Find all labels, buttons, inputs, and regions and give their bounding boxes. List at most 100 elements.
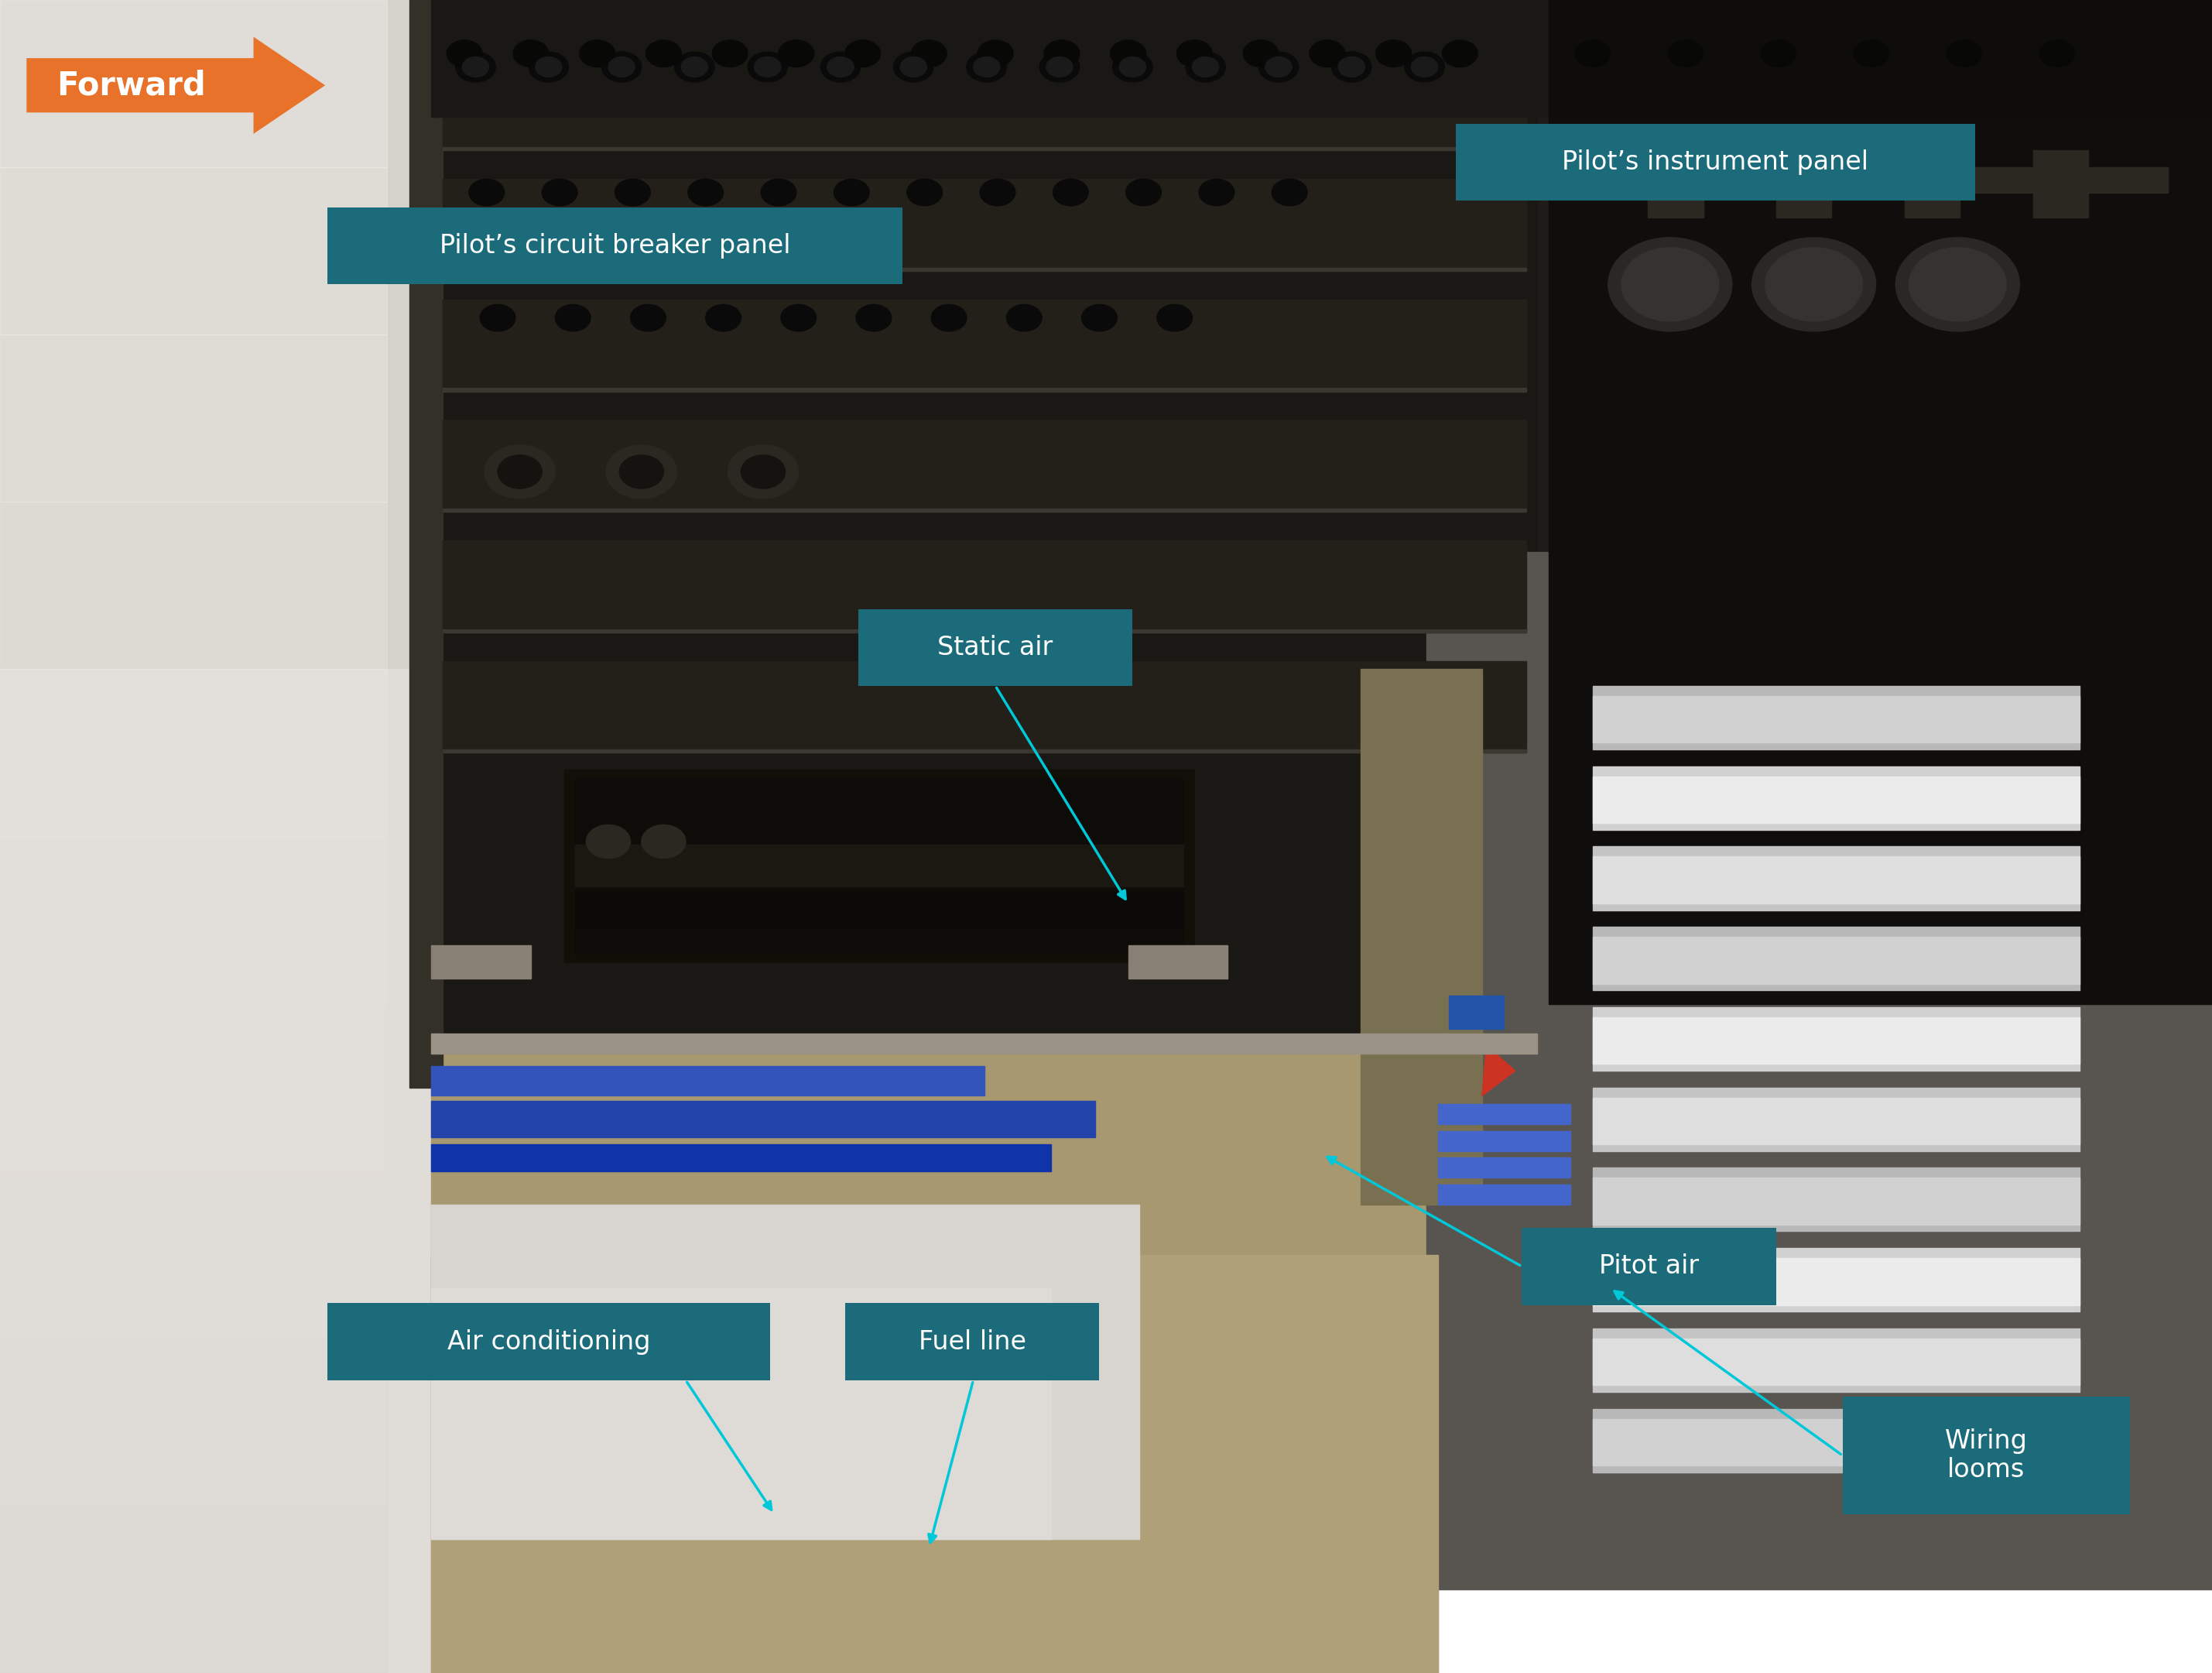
Bar [1593,686,2079,750]
Circle shape [1243,40,1279,67]
Bar [431,945,531,979]
Circle shape [1044,40,1079,67]
Circle shape [1119,57,1146,77]
Circle shape [781,304,816,331]
Circle shape [555,304,591,331]
Bar [442,147,1526,151]
Circle shape [779,40,814,67]
Circle shape [447,40,482,67]
Circle shape [856,304,891,331]
Bar [1548,0,2212,117]
Circle shape [1376,40,1411,67]
FancyBboxPatch shape [845,1303,1099,1380]
Bar [431,0,2212,1004]
Bar [1593,1419,2079,1466]
Bar [1648,151,1703,217]
Circle shape [1761,40,1796,67]
Bar [1593,766,2079,830]
Circle shape [498,455,542,489]
Circle shape [1621,248,1719,321]
Circle shape [1126,179,1161,206]
Circle shape [967,52,1006,82]
Circle shape [706,304,741,331]
Circle shape [1082,304,1117,331]
Circle shape [748,52,787,82]
Circle shape [469,179,504,206]
Circle shape [529,52,568,82]
Circle shape [1272,179,1307,206]
Text: Fuel line: Fuel line [918,1328,1026,1355]
Bar [0,1004,387,1171]
Circle shape [1405,52,1444,82]
Circle shape [580,40,615,67]
Text: Pitot air: Pitot air [1599,1253,1699,1280]
FancyBboxPatch shape [858,609,1133,686]
Bar [1593,1168,2079,1231]
Circle shape [1053,179,1088,206]
Circle shape [1113,52,1152,82]
Circle shape [1338,57,1365,77]
Circle shape [907,179,942,206]
Circle shape [646,40,681,67]
Circle shape [894,52,933,82]
Circle shape [608,57,635,77]
Bar [1905,151,1960,217]
Text: Forward: Forward [55,69,206,102]
Circle shape [1896,238,2020,331]
Circle shape [1752,238,1876,331]
Circle shape [1177,40,1212,67]
Bar [1776,151,1832,217]
Bar [1438,1158,1571,1178]
Text: Static air: Static air [938,634,1053,661]
Circle shape [728,445,799,499]
Bar [0,0,431,703]
Circle shape [1575,40,1610,67]
FancyBboxPatch shape [327,1303,770,1380]
Bar [1593,1258,2079,1305]
Circle shape [978,40,1013,67]
Bar [1548,0,2212,1004]
Circle shape [606,445,677,499]
Bar [431,1255,1438,1673]
Bar [1360,669,1482,1205]
Circle shape [1157,304,1192,331]
Bar [0,0,387,167]
Circle shape [980,179,1015,206]
Bar [431,1288,1051,1539]
Bar [1593,1338,2079,1385]
Circle shape [1110,40,1146,67]
Circle shape [535,57,562,77]
Bar [575,892,1183,929]
Bar [0,1506,387,1673]
Circle shape [1310,40,1345,67]
Circle shape [834,179,869,206]
Circle shape [619,455,664,489]
Bar [0,335,387,502]
Bar [0,669,387,836]
Bar [442,509,1526,512]
Bar [442,59,1526,151]
Bar [1438,1184,1571,1205]
Bar [442,629,1526,632]
Circle shape [1040,52,1079,82]
Circle shape [1411,57,1438,77]
Bar [1593,927,2079,990]
Circle shape [484,445,555,499]
FancyBboxPatch shape [1455,124,1975,201]
Bar [1593,1178,2079,1225]
Bar [1427,552,2212,1589]
Circle shape [931,304,967,331]
Bar [431,1066,984,1096]
Bar [442,750,1526,753]
Circle shape [1854,40,1889,67]
Circle shape [1668,40,1703,67]
Text: Pilot’s circuit breaker panel: Pilot’s circuit breaker panel [440,233,790,259]
Circle shape [462,57,489,77]
FancyBboxPatch shape [1843,1397,2130,1514]
Circle shape [973,57,1000,77]
Circle shape [1259,52,1298,82]
Bar [575,778,1183,954]
Circle shape [641,825,686,858]
Circle shape [681,57,708,77]
Bar [431,1144,1051,1171]
